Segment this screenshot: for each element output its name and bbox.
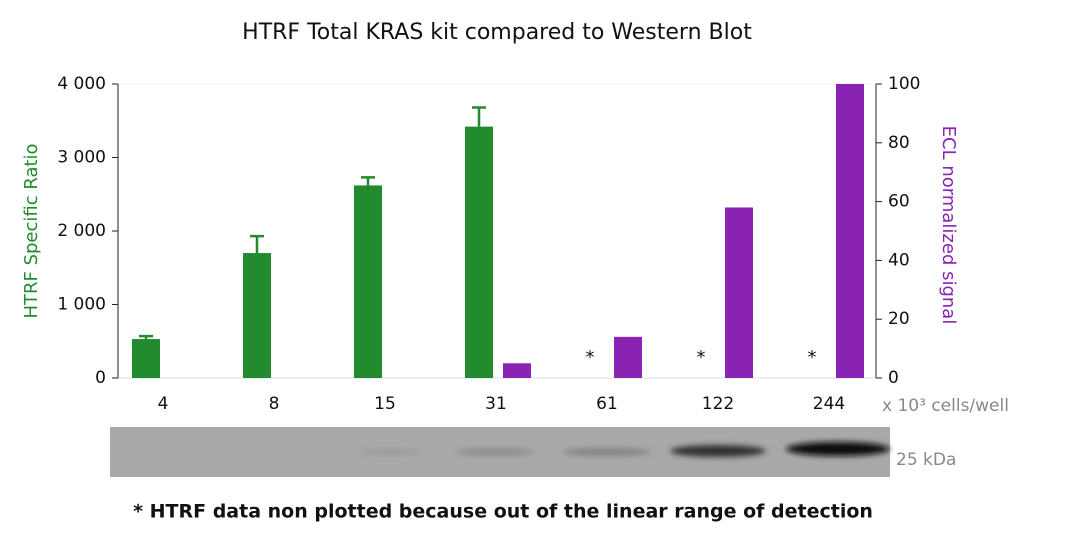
- bar: [614, 336, 642, 378]
- y2-axis-label: ECL normalized signal: [938, 126, 959, 325]
- error-bar: [361, 176, 375, 186]
- x-tick-label: 31: [485, 394, 507, 414]
- bar: [836, 84, 864, 378]
- y-tick-label: 1 000: [57, 295, 106, 315]
- y2-tick-label: 20: [888, 309, 910, 329]
- y2-tick-label: 60: [888, 192, 910, 212]
- footnote: * HTRF data non plotted because out of t…: [133, 501, 873, 523]
- marker: *: [697, 347, 706, 368]
- marker: *: [586, 347, 595, 368]
- x-axis-label: x 10³ cells/well: [882, 396, 1009, 416]
- western-blot: [110, 427, 890, 477]
- x-tick-label: 244: [813, 394, 845, 414]
- y2-tick-label: 40: [888, 250, 910, 270]
- bar: [243, 253, 271, 378]
- error-bar: [139, 334, 153, 340]
- bar: [725, 207, 753, 378]
- bar: [132, 339, 160, 378]
- chart-title: HTRF Total KRAS kit compared to Western …: [242, 20, 752, 45]
- error-bar: [472, 106, 486, 127]
- x-tick-label: 4: [158, 394, 169, 414]
- y2-tick-label: 0: [888, 368, 899, 388]
- x-tick-label: 15: [374, 394, 396, 414]
- x-tick-label: 8: [269, 394, 280, 414]
- bar: [503, 363, 531, 378]
- y-tick-label: 3 000: [57, 148, 106, 168]
- x-tick-label: 61: [596, 394, 618, 414]
- marker: *: [808, 347, 817, 368]
- y-tick-label: 4 000: [57, 74, 106, 94]
- y2-tick-label: 100: [888, 74, 920, 94]
- y-axis-label: HTRF Specific Ratio: [21, 143, 42, 318]
- blot-label: 25 kDa: [896, 450, 956, 470]
- error-bar: [250, 234, 264, 254]
- y-tick-label: 0: [95, 368, 106, 388]
- y-tick-label: 2 000: [57, 221, 106, 241]
- y2-tick-label: 80: [888, 133, 910, 153]
- bar: [465, 126, 493, 378]
- x-tick-label: 122: [702, 394, 734, 414]
- bar: [354, 185, 382, 378]
